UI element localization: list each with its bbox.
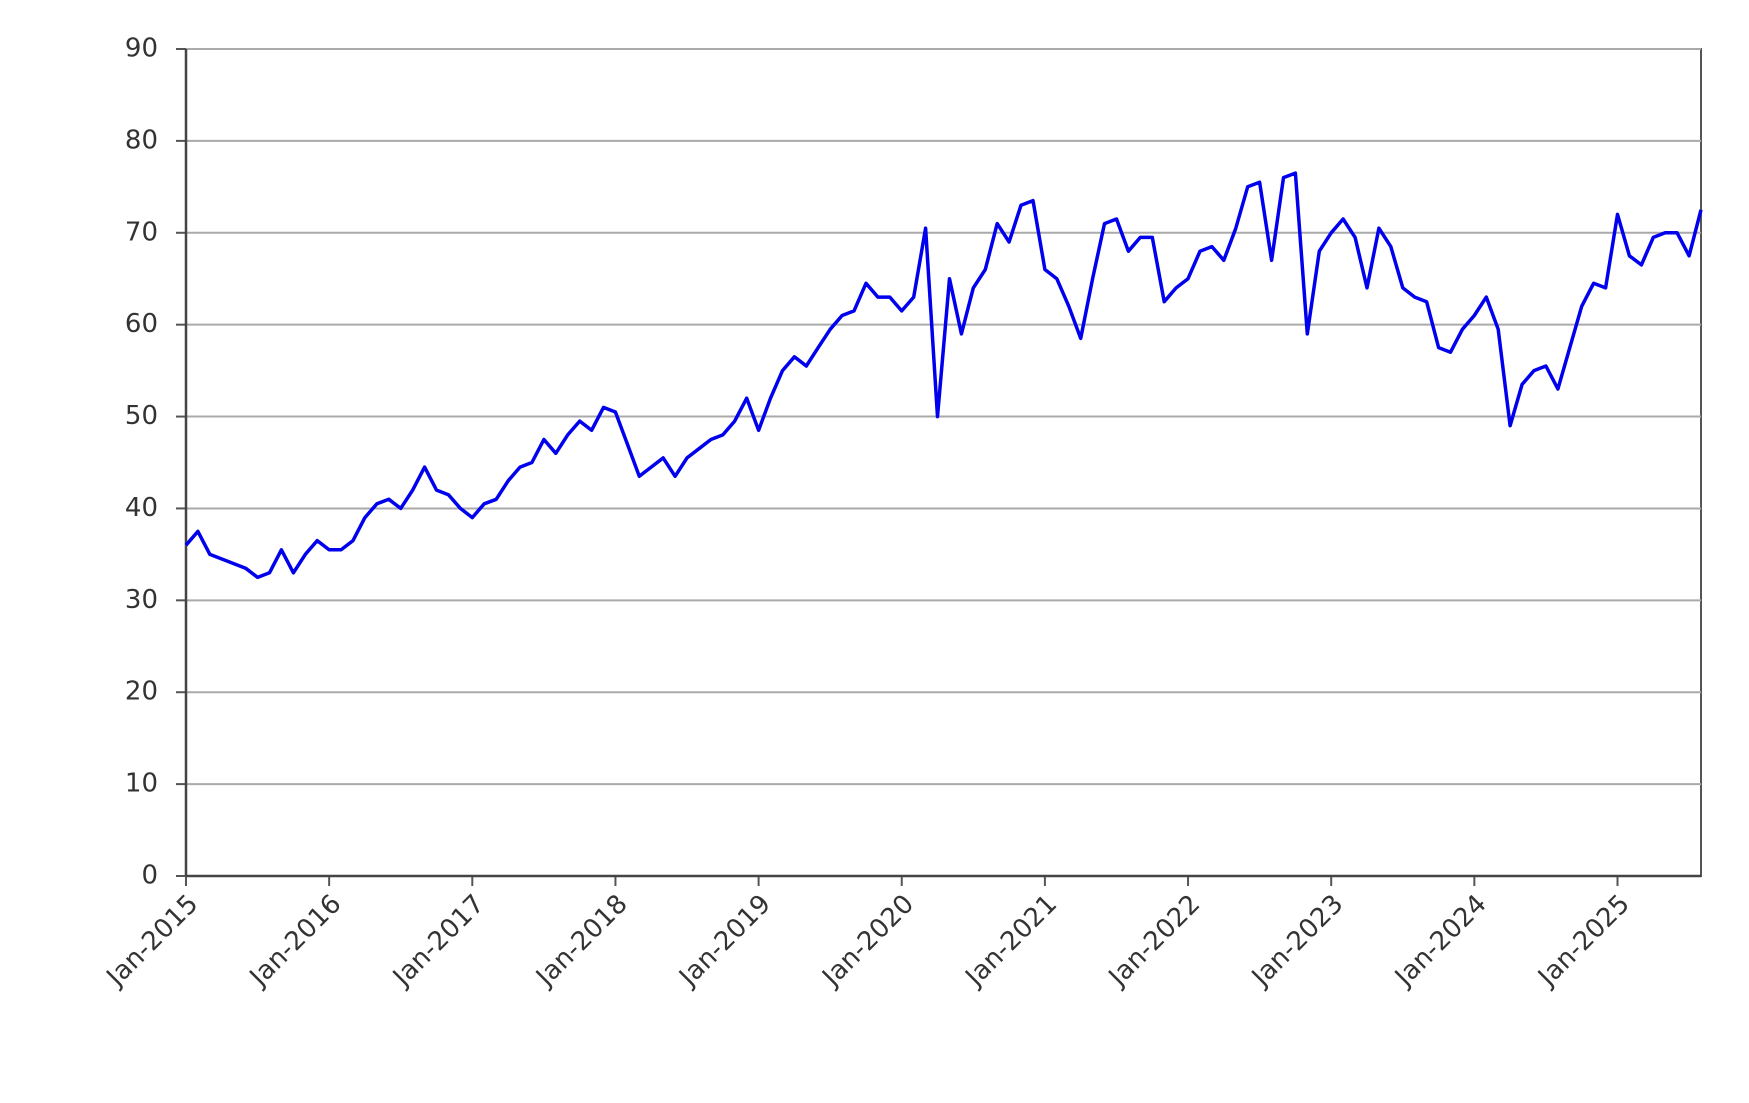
x-tick-label: Jan-2016 xyxy=(243,889,347,993)
y-tick-label: 80 xyxy=(125,125,158,155)
data-line xyxy=(184,171,1703,580)
y-tick-label: 0 xyxy=(141,861,158,891)
x-tick-label: Jan-2022 xyxy=(1102,889,1206,993)
y-tick-label: 70 xyxy=(125,217,158,247)
x-tick-label: Jan-2019 xyxy=(672,889,776,993)
y-tick-label: 60 xyxy=(125,309,158,339)
y-tick-label: 50 xyxy=(125,401,158,431)
y-tick-label: 40 xyxy=(125,493,158,523)
y-tick-label: 20 xyxy=(125,677,158,707)
x-tick-label: Jan-2021 xyxy=(959,889,1063,993)
plot-area xyxy=(185,48,1702,877)
y-tick-label: 90 xyxy=(125,34,158,64)
y-tick-label: 10 xyxy=(125,769,158,799)
x-tick-label: Jan-2018 xyxy=(529,889,633,993)
x-tick-label: Jan-2015 xyxy=(100,889,204,993)
x-tick-label: Jan-2023 xyxy=(1245,889,1349,993)
x-tick-label: Jan-2020 xyxy=(816,889,920,993)
x-tick-label: Jan-2025 xyxy=(1531,889,1635,993)
x-tick-label: Jan-2017 xyxy=(386,889,490,993)
y-tick-label: 30 xyxy=(125,585,158,615)
x-tick-label: Jan-2024 xyxy=(1388,889,1492,993)
